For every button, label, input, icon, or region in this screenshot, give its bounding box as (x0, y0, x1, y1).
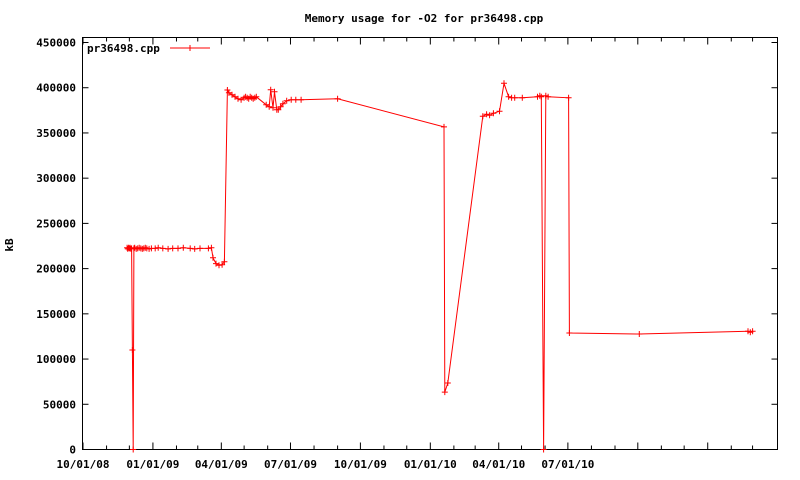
y-tick-label: 200000 (36, 263, 76, 276)
legend-line-sample-icon (170, 45, 210, 51)
x-tick-label: 01/01/10 (404, 458, 457, 471)
y-tick-label: 50000 (43, 398, 76, 411)
y-tick-label: 100000 (36, 353, 76, 366)
y-tick-label: 0 (69, 444, 76, 457)
x-tick-label: 04/01/10 (472, 458, 525, 471)
series-line (126, 83, 753, 450)
legend-series-label: pr36498.cpp (87, 42, 160, 55)
y-tick-label: 250000 (36, 217, 76, 230)
axes: 0 50000 100000 150000 200000 250000 300000 3500… (36, 37, 778, 471)
x-tick-label: 10/01/08 (57, 458, 110, 471)
x-tick-label: 04/01/09 (195, 458, 248, 471)
legend-sample-marker (187, 45, 193, 51)
chart-title: Memory usage for -O2 for pr36498.cpp (305, 12, 544, 25)
series-markers (124, 80, 756, 453)
y-axis-label: kB (3, 238, 16, 252)
series-pr36498 (124, 80, 756, 453)
x-tick-label: 10/01/09 (334, 458, 387, 471)
y-tick-label: 350000 (36, 127, 76, 140)
plot-border (82, 37, 778, 450)
y-tick-label: 450000 (36, 37, 76, 50)
y-tick-label: 300000 (36, 172, 76, 185)
x-tick-label: 01/01/09 (126, 458, 179, 471)
legend: pr36498.cpp (87, 42, 210, 55)
y-tick-label: 400000 (36, 82, 76, 95)
x-tick-label: 07/01/09 (264, 458, 317, 471)
x-tick-label: 07/01/10 (541, 458, 594, 471)
y-tick-label: 150000 (36, 308, 76, 321)
